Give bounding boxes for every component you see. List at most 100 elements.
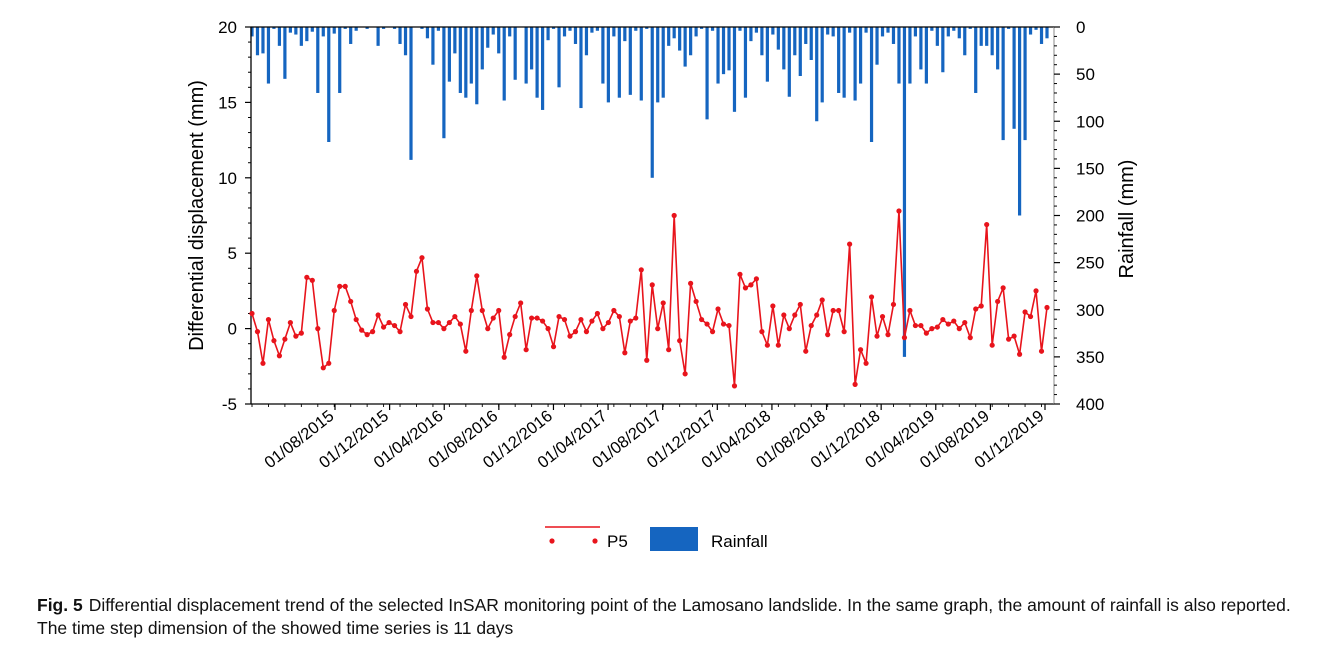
p5-line — [251, 210, 1048, 387]
rainfall-bar — [392, 27, 397, 29]
rainfall-bar — [442, 27, 446, 139]
right-tick-label: 50 — [1076, 65, 1095, 84]
rainfall-bar — [612, 27, 616, 37]
rainfall-bar — [930, 27, 934, 31]
p5-point — [803, 348, 809, 354]
rainfall-bar — [793, 27, 797, 56]
p5-point — [534, 315, 540, 321]
rainfall-bar — [667, 27, 671, 46]
rainfall-bar — [639, 27, 643, 101]
p5-point — [364, 332, 370, 338]
rainfall-bar — [261, 27, 265, 54]
p5-point — [485, 326, 491, 332]
p5-point — [479, 307, 485, 314]
rainfall-bar — [919, 27, 923, 70]
rainfall-bar — [425, 27, 430, 39]
p5-point — [589, 318, 595, 324]
p5-point — [704, 321, 710, 327]
rainfall-bar — [431, 27, 435, 65]
right-tick-label: 150 — [1076, 159, 1104, 178]
p5-point — [254, 329, 261, 335]
rainfall-bar — [453, 27, 457, 54]
p5-point — [967, 335, 973, 341]
rainfall-bar — [283, 27, 287, 79]
rainfall-bar — [656, 27, 660, 103]
p5-point — [380, 324, 387, 330]
p5-point — [408, 313, 414, 320]
rainfall-bar — [689, 27, 693, 56]
p5-point — [655, 326, 661, 332]
rainfall-bar — [732, 27, 737, 112]
rainfall-bar — [957, 27, 961, 39]
rainfall-bar — [826, 27, 830, 35]
rainfall-bar — [617, 27, 621, 98]
p5-point — [934, 324, 940, 330]
p5-point — [644, 357, 650, 363]
p5-point — [353, 316, 359, 323]
p5-point — [688, 280, 694, 286]
rainfall-bar — [381, 27, 386, 29]
p5-point — [583, 329, 590, 335]
p5-point — [359, 327, 365, 333]
p5-point — [819, 297, 825, 303]
p5-point — [556, 313, 562, 320]
rainfall-bar — [294, 27, 298, 35]
right-tick-label: 300 — [1076, 301, 1104, 320]
p5-point — [413, 268, 420, 274]
rainfall-bar — [645, 27, 649, 29]
p5-point — [331, 307, 337, 314]
rainfall-bar — [266, 27, 271, 84]
p5-point — [419, 255, 425, 261]
rainfall-bar — [765, 27, 769, 82]
p5-point — [496, 307, 502, 314]
rainfall-bar — [705, 27, 709, 120]
rainfall-bar — [897, 27, 901, 84]
legend-p5-label: P5 — [607, 532, 628, 551]
p5-point — [1016, 351, 1023, 357]
rainfall-bar — [820, 27, 824, 103]
p5-point — [430, 319, 436, 326]
p5-point — [501, 354, 507, 360]
p5-point — [545, 326, 551, 332]
p5-point — [759, 329, 765, 335]
p5-point — [1006, 336, 1012, 342]
rainfall-bar — [497, 27, 501, 54]
chart: 20151050-505010015020025030035040001/08/… — [186, 18, 1138, 551]
rainfall-bar — [584, 27, 589, 56]
p5-point — [490, 315, 496, 321]
rainfall-bar — [343, 27, 347, 29]
left-tick-label: 0 — [228, 320, 237, 339]
p5-point — [731, 383, 738, 389]
p5-point — [995, 298, 1001, 305]
rainfall-bar — [601, 27, 605, 84]
p5-point — [808, 322, 814, 329]
rainfall-bar — [590, 27, 594, 33]
p5-point — [578, 316, 584, 323]
p5-point — [337, 283, 343, 289]
rainfall-bar — [551, 27, 556, 29]
rainfall-bar — [288, 27, 292, 33]
rainfall-bar — [979, 27, 983, 46]
p5-point — [594, 310, 601, 317]
rainfall-bar — [338, 27, 342, 93]
p5-point — [627, 318, 633, 324]
p5-point — [342, 283, 348, 289]
rainfall-bar — [815, 27, 819, 122]
p5-point — [797, 301, 803, 308]
rainfall-bar — [809, 27, 813, 60]
p5-point — [825, 332, 831, 338]
rainfall-bar — [634, 27, 638, 31]
rainfall-bar — [952, 27, 956, 31]
right-tick-label: 400 — [1076, 395, 1104, 414]
p5-point — [863, 360, 869, 366]
rainfall-bar — [924, 27, 928, 84]
p5-point — [1022, 309, 1028, 315]
rainfall-bar — [491, 27, 495, 35]
p5-point — [748, 282, 754, 288]
p5-point — [611, 307, 617, 314]
p5-point — [276, 353, 283, 359]
rainfall-bar — [886, 27, 890, 33]
p5-point — [446, 319, 452, 326]
rainfall-bar — [716, 27, 720, 84]
rainfall-bar — [508, 27, 512, 37]
